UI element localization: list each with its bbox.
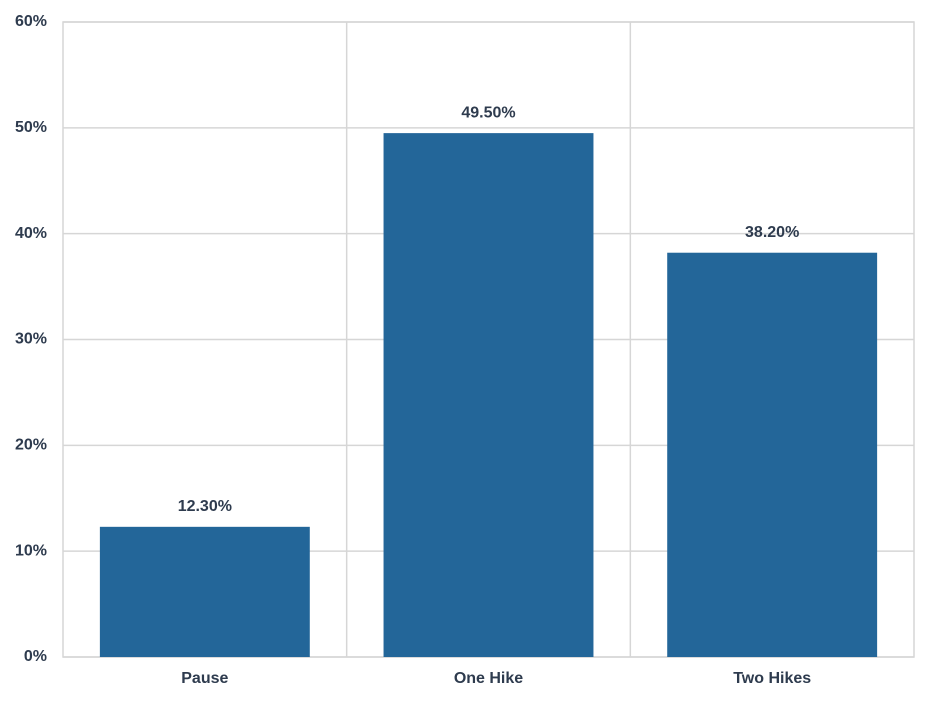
y-tick-label: 60% [15, 13, 47, 30]
value-label: 12.30% [178, 498, 232, 515]
y-tick-label: 10% [15, 542, 47, 559]
x-tick-label: Two Hikes [733, 670, 811, 687]
bar [667, 252, 878, 657]
y-tick-label: 20% [15, 437, 47, 454]
y-tick-label: 30% [15, 331, 47, 348]
bar [99, 526, 310, 657]
value-label: 49.50% [461, 104, 515, 121]
x-tick-label: One Hike [454, 670, 523, 687]
x-tick-label: Pause [181, 670, 228, 687]
y-tick-label: 50% [15, 119, 47, 136]
value-label: 38.20% [745, 224, 799, 241]
y-tick-label: 0% [24, 648, 47, 665]
bar [383, 133, 594, 657]
y-tick-label: 40% [15, 225, 47, 242]
